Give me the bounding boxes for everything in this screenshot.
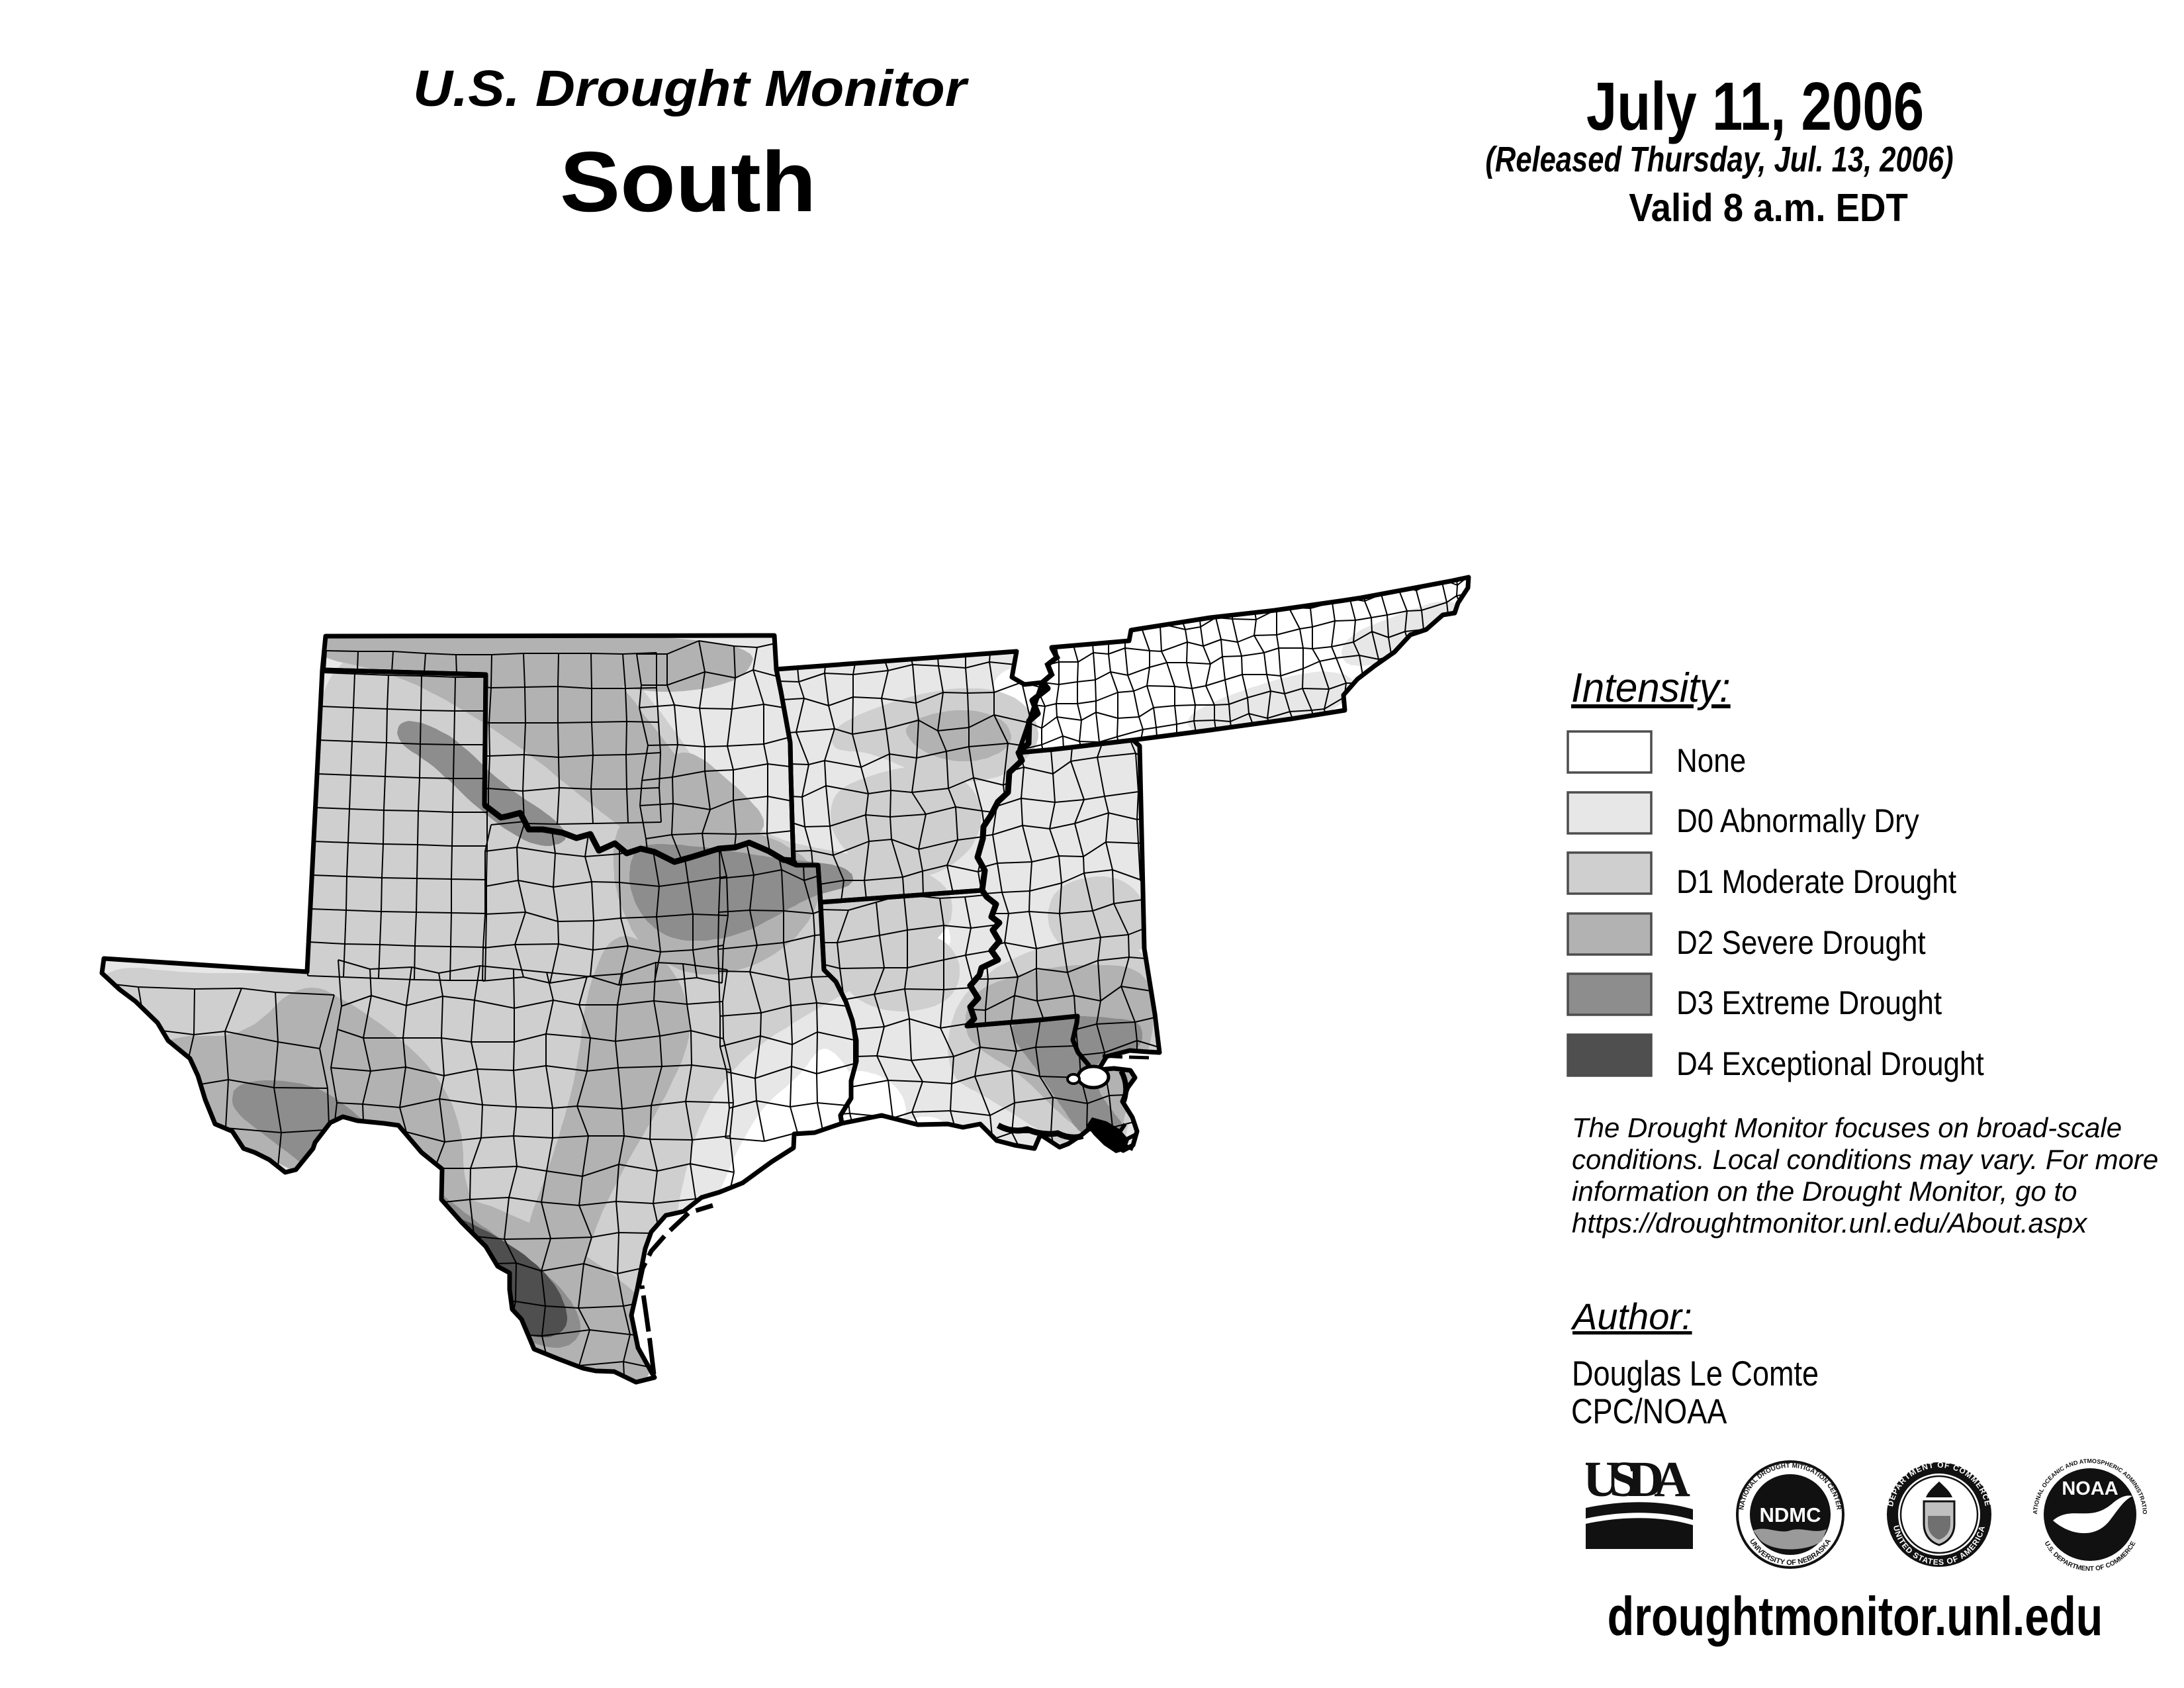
svg-text:NDMC: NDMC — [1760, 1503, 1821, 1526]
svg-text:USDA: USDA — [1586, 1456, 1690, 1507]
svg-text:NOAA: NOAA — [2062, 1478, 2118, 1499]
